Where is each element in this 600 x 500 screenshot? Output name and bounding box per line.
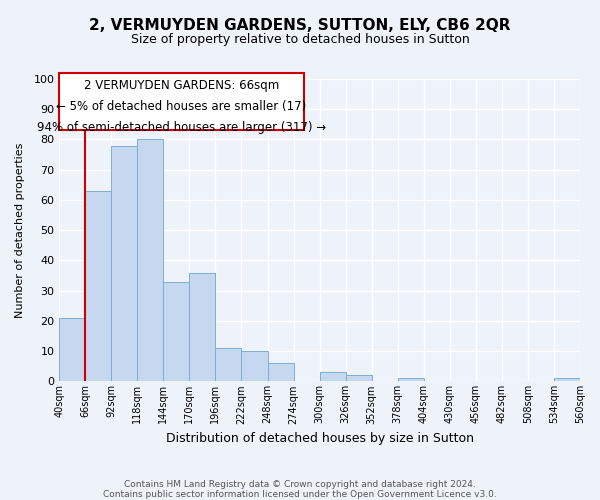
Bar [137,140,163,382]
Text: 2 VERMUYDEN GARDENS: 66sqm: 2 VERMUYDEN GARDENS: 66sqm [84,79,279,92]
Y-axis label: Number of detached properties: Number of detached properties [15,142,25,318]
Text: 94% of semi-detached houses are larger (317) →: 94% of semi-detached houses are larger (… [37,122,326,134]
Text: ← 5% of detached houses are smaller (17): ← 5% of detached houses are smaller (17) [56,100,307,113]
Text: Contains HM Land Registry data © Crown copyright and database right 2024.: Contains HM Land Registry data © Crown c… [124,480,476,489]
Bar [346,376,371,382]
FancyBboxPatch shape [59,73,304,130]
Bar [59,318,85,382]
Bar [268,363,293,382]
Bar [241,351,268,382]
Text: 2, VERMUYDEN GARDENS, SUTTON, ELY, CB6 2QR: 2, VERMUYDEN GARDENS, SUTTON, ELY, CB6 2… [89,18,511,32]
Bar [554,378,580,382]
Bar [215,348,241,382]
X-axis label: Distribution of detached houses by size in Sutton: Distribution of detached houses by size … [166,432,473,445]
Bar [163,282,190,382]
Bar [85,191,111,382]
Bar [111,146,137,382]
Bar [320,372,346,382]
Text: Contains public sector information licensed under the Open Government Licence v3: Contains public sector information licen… [103,490,497,499]
Bar [398,378,424,382]
Bar [190,272,215,382]
Text: Size of property relative to detached houses in Sutton: Size of property relative to detached ho… [131,32,469,46]
